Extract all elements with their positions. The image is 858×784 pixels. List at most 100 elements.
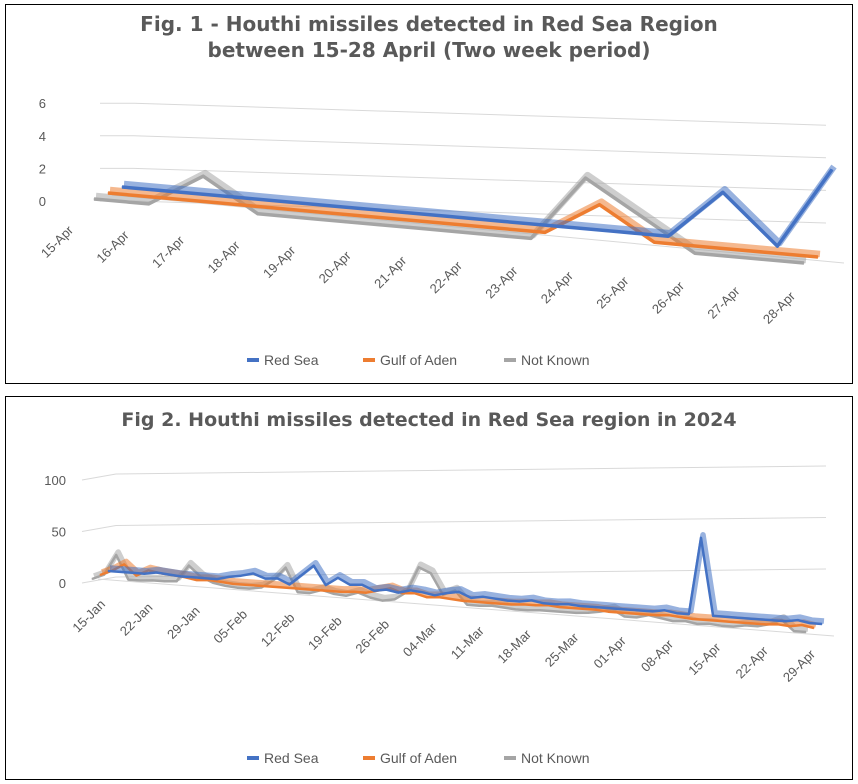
- data-point: [694, 252, 696, 254]
- data-point: [664, 609, 666, 611]
- data-point: [449, 216, 451, 218]
- data-point: [311, 218, 313, 220]
- x-tick-label: 15-Apr: [38, 222, 77, 261]
- data-point: [813, 627, 815, 629]
- series-line-red-sea: [107, 536, 823, 626]
- series-red-sea: [107, 532, 825, 626]
- data-point: [276, 577, 278, 579]
- data-point: [744, 624, 746, 626]
- x-tick-label: 23-Apr: [482, 263, 521, 302]
- data-point: [325, 584, 327, 586]
- data-point: [732, 626, 734, 628]
- data-point: [333, 593, 335, 595]
- data-point: [555, 603, 557, 605]
- data-point: [765, 623, 767, 625]
- data-point: [523, 603, 525, 605]
- data-point: [264, 578, 266, 580]
- data-point: [817, 256, 819, 258]
- data-point: [341, 591, 343, 593]
- data-point: [575, 612, 577, 614]
- data-point: [486, 602, 488, 604]
- data-point: [797, 619, 799, 621]
- data-point: [515, 608, 517, 610]
- data-point: [305, 588, 307, 590]
- data-point: [426, 596, 428, 598]
- data-point: [639, 215, 641, 217]
- data-point: [482, 596, 484, 598]
- data-point: [228, 576, 230, 578]
- data-point: [748, 618, 750, 620]
- data-point: [503, 220, 505, 222]
- data-point: [176, 580, 178, 582]
- data-point: [418, 566, 420, 568]
- data-point: [458, 591, 460, 593]
- data-point: [220, 581, 222, 583]
- gridline-side: [81, 473, 117, 481]
- data-point: [631, 612, 633, 614]
- data-point: [720, 625, 722, 627]
- x-tick-label: 08-Apr: [638, 636, 677, 675]
- x-tick-label: 20-Apr: [316, 247, 355, 286]
- data-point: [762, 251, 764, 253]
- data-point: [748, 257, 750, 259]
- data-point: [740, 622, 742, 624]
- data-point: [531, 599, 533, 601]
- data-point: [240, 575, 242, 577]
- x-tick-label: 19-Apr: [260, 242, 299, 281]
- data-point: [809, 622, 811, 624]
- data-point: [652, 610, 654, 612]
- data-point: [700, 537, 702, 539]
- data-point: [397, 592, 399, 594]
- legend-label-not-known: Not Known: [521, 352, 589, 368]
- x-tick-label: 05-Feb: [210, 607, 250, 647]
- gridline: [133, 135, 827, 159]
- data-point: [202, 175, 204, 177]
- series-red-sea: [121, 164, 837, 248]
- data-point: [414, 592, 416, 594]
- data-point: [712, 615, 714, 617]
- series-gulf-of-aden: [107, 186, 821, 259]
- data-point: [722, 191, 724, 193]
- chart-panel-fig2: Fig 2. Houthi missiles detected in Red S…: [5, 396, 853, 780]
- data-point: [547, 604, 549, 606]
- data-point: [613, 230, 615, 232]
- x-tick-label: 16-Apr: [93, 227, 132, 266]
- data-point: [684, 620, 686, 622]
- gridline: [115, 517, 827, 526]
- data-point: [410, 589, 412, 591]
- x-tick-label: 24-Apr: [538, 268, 577, 307]
- data-point: [123, 563, 125, 565]
- floor-line: [97, 578, 835, 637]
- data-point: [309, 592, 311, 594]
- data-point: [162, 197, 164, 199]
- data-point: [470, 597, 472, 599]
- data-point: [164, 580, 166, 582]
- data-point: [271, 207, 273, 209]
- data-point: [216, 578, 218, 580]
- legend-label-gulf-of-aden: Gulf of Aden: [380, 352, 457, 368]
- x-tick-label: 04-Mar: [400, 619, 440, 659]
- x-tick-label: 17-Apr: [149, 232, 188, 271]
- data-point: [688, 613, 690, 615]
- data-point: [776, 245, 778, 247]
- data-point: [595, 609, 597, 611]
- data-point: [301, 574, 303, 576]
- data-point: [728, 621, 730, 623]
- data-point: [821, 623, 823, 625]
- data-point: [435, 222, 437, 224]
- data-point: [115, 554, 117, 556]
- series-line-gulf-of-aden: [99, 563, 815, 630]
- data-point: [329, 590, 331, 592]
- data-point: [381, 600, 383, 602]
- data-point: [785, 620, 787, 622]
- x-tick-label: 22-Jan: [117, 600, 156, 639]
- data-point: [466, 604, 468, 606]
- x-tick-label: 01-Apr: [591, 633, 630, 672]
- x-tick-label: 29-Apr: [780, 646, 819, 685]
- data-point: [313, 565, 315, 567]
- data-point: [692, 618, 694, 620]
- data-point: [672, 620, 674, 622]
- data-point: [530, 237, 532, 239]
- data-point: [789, 625, 791, 627]
- data-point: [121, 186, 123, 188]
